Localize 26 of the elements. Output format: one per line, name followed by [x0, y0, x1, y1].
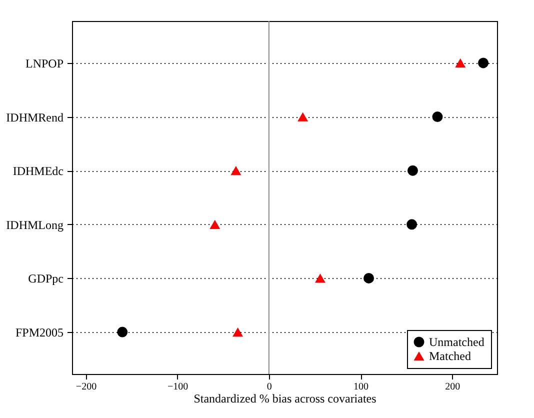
point [364, 272, 374, 284]
y-tick-label: LNPOP [25, 56, 64, 70]
y-tick-label: FPM2005 [15, 326, 64, 340]
point [230, 166, 242, 176]
point [232, 327, 244, 337]
point [298, 112, 308, 122]
point [432, 112, 443, 122]
y-tick-label: IDHMRend [6, 110, 64, 124]
legend-label: Unmatched [429, 335, 484, 349]
y-tick-label: IDHMLong [6, 218, 64, 232]
x-tick-label: 100 [354, 382, 369, 392]
point [455, 58, 466, 68]
legend-label: Matched [429, 349, 471, 363]
x-tick-label: −200 [76, 382, 97, 392]
x-tick-label: −100 [168, 382, 188, 392]
point [210, 220, 220, 229]
y-tick-label: GDPpc [28, 272, 64, 286]
point [406, 219, 418, 230]
point [117, 326, 128, 338]
point [478, 58, 489, 68]
x-tick-label: 200 [445, 382, 460, 392]
point [407, 165, 418, 176]
point [314, 274, 326, 283]
x-tick-label: 0 [266, 382, 272, 392]
y-tick-label: IDHMEdc [12, 164, 64, 178]
x-axis-title: Standardized % bias across covariates [194, 392, 377, 406]
